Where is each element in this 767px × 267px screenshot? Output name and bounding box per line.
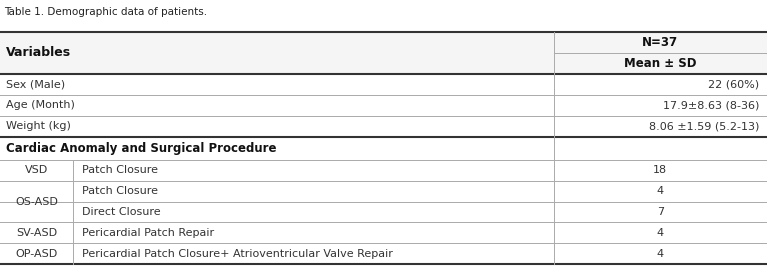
Text: VSD: VSD <box>25 165 48 175</box>
Bar <box>0 32 767 74</box>
Text: 7: 7 <box>657 207 664 217</box>
Text: Variables: Variables <box>6 46 71 60</box>
Text: Pericardial Patch Repair: Pericardial Patch Repair <box>82 228 214 238</box>
Text: OP-ASD: OP-ASD <box>15 249 58 259</box>
Text: 17.9±8.63 (8-36): 17.9±8.63 (8-36) <box>663 100 759 110</box>
Text: 4: 4 <box>657 249 664 259</box>
Text: 8.06 ±1.59 (5.2-13): 8.06 ±1.59 (5.2-13) <box>649 121 759 131</box>
Text: Weight (kg): Weight (kg) <box>6 121 71 131</box>
Text: Patch Closure: Patch Closure <box>82 186 158 196</box>
Text: Pericardial Patch Closure+ Atrioventricular Valve Repair: Pericardial Patch Closure+ Atrioventricu… <box>82 249 393 259</box>
Text: Patch Closure: Patch Closure <box>82 165 158 175</box>
Text: Age (Month): Age (Month) <box>6 100 75 110</box>
Text: 22 (60%): 22 (60%) <box>708 79 759 89</box>
Text: Direct Closure: Direct Closure <box>82 207 161 217</box>
Text: 4: 4 <box>657 228 664 238</box>
Text: N=37: N=37 <box>642 36 679 49</box>
Text: Cardiac Anomaly and Surgical Procedure: Cardiac Anomaly and Surgical Procedure <box>6 142 277 155</box>
Text: OS-ASD: OS-ASD <box>15 197 58 207</box>
Text: SV-ASD: SV-ASD <box>16 228 57 238</box>
Text: 4: 4 <box>657 186 664 196</box>
Text: Sex (Male): Sex (Male) <box>6 79 65 89</box>
Text: Mean ± SD: Mean ± SD <box>624 57 696 70</box>
Text: Table 1. Demographic data of patients.: Table 1. Demographic data of patients. <box>4 7 207 17</box>
Text: 18: 18 <box>653 165 667 175</box>
